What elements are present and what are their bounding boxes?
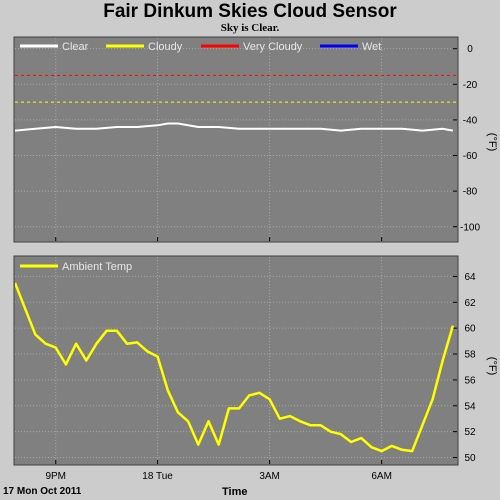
sky-temp-legend: Clear Cloudy Very Cloudy Wet [20, 41, 381, 53]
y-tick-label: 56 [464, 375, 476, 386]
ambient-temp-legend: Ambient Temp [20, 261, 132, 273]
ambient-temp-plot-area [13, 255, 459, 466]
y-tick-label: 52 [464, 427, 476, 438]
y-tick-label: 62 [464, 298, 476, 309]
y-tick-label: 50 [464, 453, 476, 464]
legend-label: Clear [62, 41, 89, 53]
series-line-clear [15, 122, 454, 132]
x-tick-label: 6AM [371, 471, 392, 482]
y-tick-label: 54 [464, 401, 476, 412]
sky-temp-grid [15, 38, 457, 241]
ambient-temp-series [15, 282, 455, 453]
y-tick-label: -100 [460, 222, 480, 233]
legend-label: Very Cloudy [243, 41, 303, 53]
x-tick-label: 18 Tue [142, 471, 173, 482]
ambient-temp-grid [15, 257, 457, 464]
legend-label: Cloudy [148, 41, 183, 53]
start-date-label: 17 Mon Oct 2011 [3, 486, 82, 497]
y-tick-label: 60 [464, 324, 476, 335]
legend-label: Wet [362, 41, 381, 53]
y-tick-label: -20 [463, 80, 478, 91]
y-tick-label: -60 [463, 151, 478, 162]
sky-temp-y-ticks: 0 -20 -40 -60 -80 -100 [460, 44, 480, 233]
sky-status: Sky is Clear. [220, 22, 280, 34]
y-tick-label: -40 [463, 115, 478, 126]
y-tick-label: -80 [463, 187, 478, 198]
ambient-temp-y-ticks: 50 52 54 56 58 60 62 64 [464, 272, 476, 464]
y-tick-label: 58 [464, 350, 476, 361]
y-tick-label: 64 [464, 272, 476, 283]
sky-temp-plot-area [13, 36, 459, 243]
x-axis-title: Time [222, 486, 248, 498]
x-tick-label: 9PM [45, 471, 66, 482]
sky-temp-y-unit: (°F) [486, 133, 498, 151]
chart-title: Fair Dinkum Skies Cloud Sensor [103, 1, 397, 22]
time-axis-ticks: 9PM 18 Tue 3AM 6AM [45, 471, 391, 482]
y-tick-label: 0 [467, 44, 473, 55]
legend-label: Ambient Temp [62, 261, 132, 273]
series-line-ambient-temp [15, 282, 455, 453]
ambient-temp-y-unit: (°F) [486, 357, 498, 375]
x-tick-label: 3AM [259, 471, 280, 482]
sky-temp-series [15, 74, 457, 132]
